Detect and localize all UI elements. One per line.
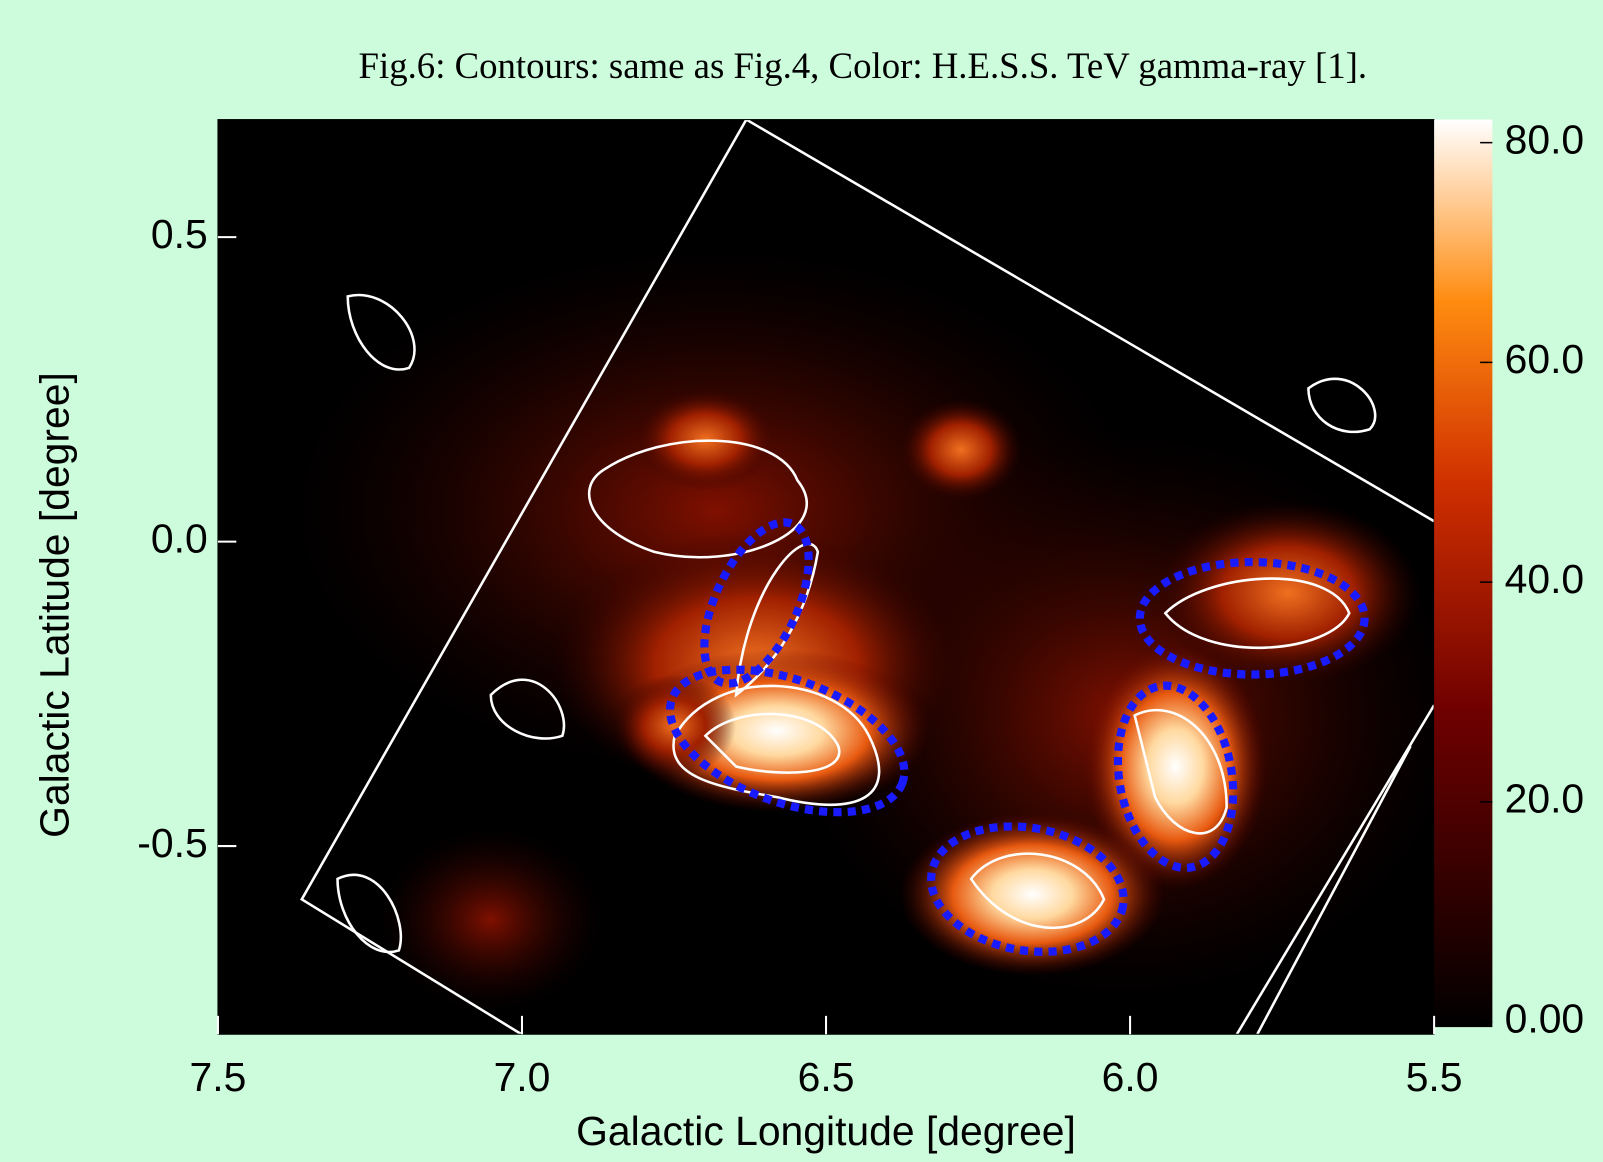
y-tick-label: 0.0 bbox=[151, 515, 208, 561]
x-tick-label: 6.5 bbox=[798, 1054, 855, 1100]
colorbar-tick-label: 60.0 bbox=[1505, 336, 1585, 382]
y-tick-label: -0.5 bbox=[137, 820, 207, 866]
x-tick-label: 7.0 bbox=[494, 1054, 551, 1100]
colorbar-tick-label: 40.0 bbox=[1505, 556, 1585, 602]
colorbar bbox=[1434, 119, 1493, 1028]
x-tick-label: 5.5 bbox=[1406, 1054, 1463, 1100]
y-tick-label: 0.5 bbox=[151, 211, 208, 257]
colorbar-tick-label: 80.0 bbox=[1505, 116, 1585, 162]
x-tick-label: 7.5 bbox=[190, 1054, 247, 1100]
y-axis-label: Galactic Latitude [degree] bbox=[31, 372, 77, 838]
x-axis-label: Galactic Longitude [degree] bbox=[576, 1108, 1076, 1154]
x-tick-label: 6.0 bbox=[1102, 1054, 1159, 1100]
colorbar-tick-label: 20.0 bbox=[1505, 776, 1585, 822]
heatmap-image bbox=[217, 119, 1435, 1035]
chart-title: Fig.6: Contours: same as Fig.4, Color: H… bbox=[359, 45, 1368, 86]
colorbar-tick-label: 0.00 bbox=[1505, 995, 1585, 1041]
